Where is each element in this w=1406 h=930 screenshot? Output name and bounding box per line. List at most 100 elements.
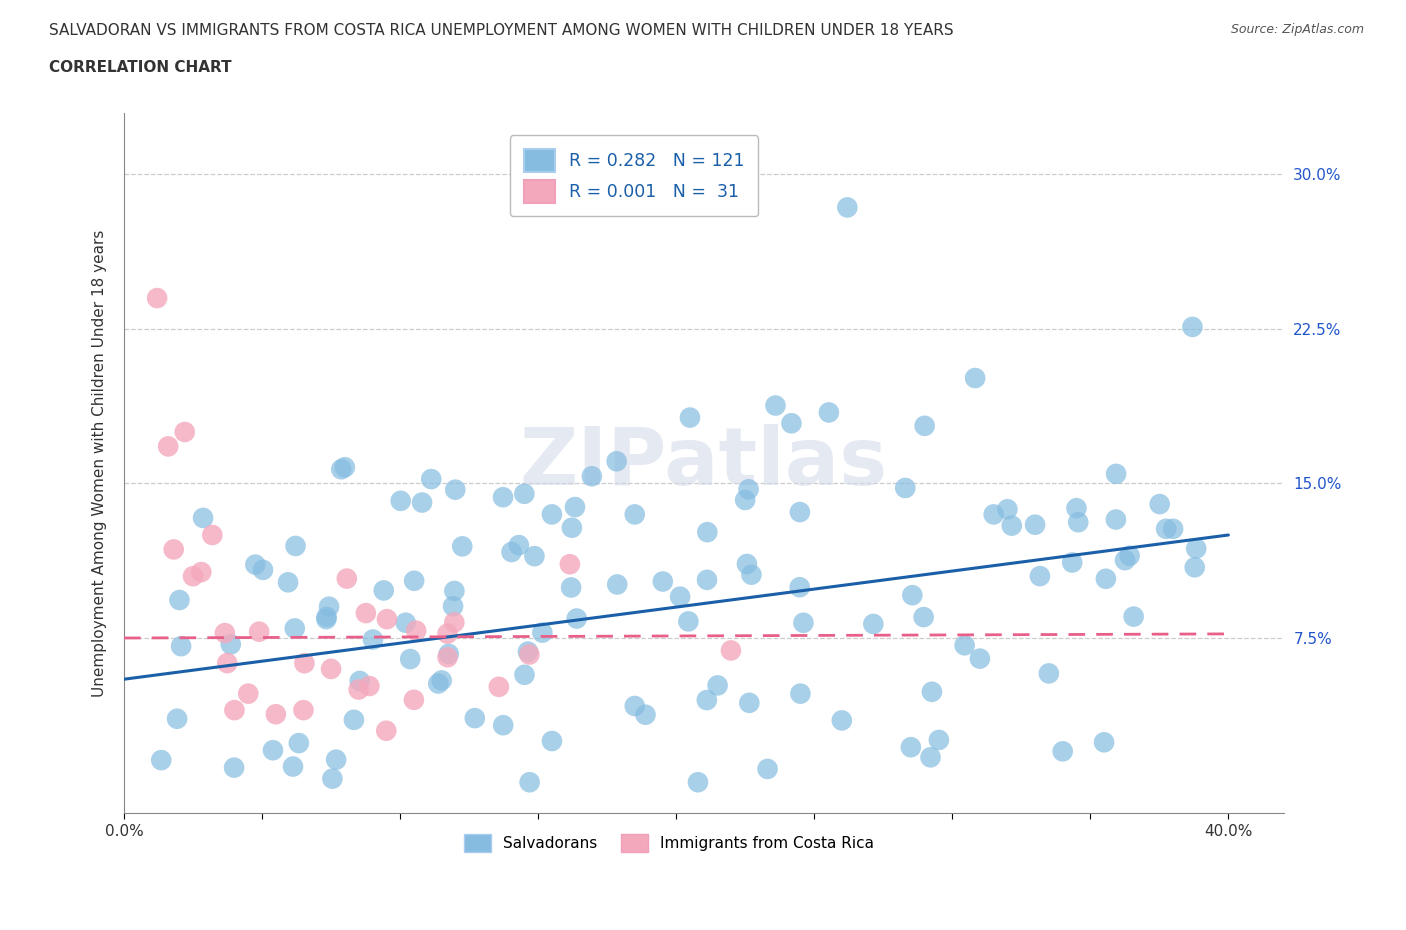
Point <box>818 405 841 420</box>
Point <box>1095 571 1118 586</box>
Point <box>217 656 239 671</box>
Point <box>464 711 486 725</box>
Point <box>347 682 370 697</box>
Point <box>181 569 204 584</box>
Point <box>336 571 359 586</box>
Point <box>523 549 546 564</box>
Point <box>558 557 581 572</box>
Point <box>734 493 756 508</box>
Point <box>201 527 224 542</box>
Point <box>389 494 412 509</box>
Point <box>436 626 458 641</box>
Point <box>443 583 465 598</box>
Point <box>1067 515 1090 530</box>
Point <box>420 472 443 486</box>
Point <box>765 398 787 413</box>
Point <box>1062 555 1084 570</box>
Point <box>430 673 453 688</box>
Point <box>343 712 366 727</box>
Point <box>737 482 759 497</box>
Point <box>531 625 554 640</box>
Point <box>214 626 236 641</box>
Text: SALVADORAN VS IMMIGRANTS FROM COSTA RICA UNEMPLOYMENT AMONG WOMEN WITH CHILDREN : SALVADORAN VS IMMIGRANTS FROM COSTA RICA… <box>49 23 953 38</box>
Point <box>349 673 371 688</box>
Point <box>284 621 307 636</box>
Point <box>541 734 564 749</box>
Point <box>395 616 418 631</box>
Point <box>678 614 700 629</box>
Point <box>1114 552 1136 567</box>
Point <box>224 703 246 718</box>
Point <box>325 752 347 767</box>
Point <box>914 418 936 433</box>
Point <box>190 565 212 579</box>
Point <box>928 733 950 748</box>
Point <box>837 200 859 215</box>
Point <box>1149 497 1171 512</box>
Point <box>735 556 758 571</box>
Point <box>436 650 458 665</box>
Point <box>315 612 337 627</box>
Point <box>284 538 307 553</box>
Point <box>354 605 377 620</box>
Point <box>319 661 342 676</box>
Point <box>789 579 811 594</box>
Point <box>780 416 803 431</box>
Point <box>756 762 779 777</box>
Point <box>696 525 718 539</box>
Point <box>921 684 943 699</box>
Point <box>740 567 762 582</box>
Point <box>789 505 811 520</box>
Point <box>492 718 515 733</box>
Point <box>513 486 536 501</box>
Point <box>561 520 583 535</box>
Point <box>686 775 709 790</box>
Point <box>634 708 657 723</box>
Point <box>399 652 422 667</box>
Point <box>1029 568 1052 583</box>
Point <box>920 750 942 764</box>
Point <box>402 692 425 707</box>
Point <box>606 577 628 591</box>
Point <box>150 752 173 767</box>
Point <box>738 696 761 711</box>
Point <box>318 599 340 614</box>
Point <box>359 679 381 694</box>
Point <box>651 574 673 589</box>
Point <box>404 573 426 588</box>
Text: Source: ZipAtlas.com: Source: ZipAtlas.com <box>1230 23 1364 36</box>
Point <box>623 507 645 522</box>
Point <box>405 623 427 638</box>
Point <box>1038 666 1060 681</box>
Point <box>173 425 195 440</box>
Point <box>163 542 186 557</box>
Point <box>541 507 564 522</box>
Y-axis label: Unemployment Among Women with Children Under 18 years: Unemployment Among Women with Children U… <box>93 229 107 697</box>
Point <box>488 680 510 695</box>
Point <box>1122 609 1144 624</box>
Point <box>292 703 315 718</box>
Point <box>252 563 274 578</box>
Point <box>1052 744 1074 759</box>
Point <box>288 736 311 751</box>
Point <box>1001 518 1024 533</box>
Point <box>565 611 588 626</box>
Point <box>294 656 316 671</box>
Point <box>516 644 538 659</box>
Point <box>146 291 169 306</box>
Point <box>1066 500 1088 515</box>
Point <box>953 638 976 653</box>
Point <box>330 462 353 477</box>
Point <box>560 580 582 595</box>
Point <box>281 759 304 774</box>
Point <box>219 637 242 652</box>
Point <box>792 616 814 631</box>
Point <box>245 557 267 572</box>
Point <box>437 646 460 661</box>
Point <box>1105 512 1128 527</box>
Point <box>170 639 193 654</box>
Point <box>696 693 718 708</box>
Point <box>581 469 603 484</box>
Point <box>443 615 465 630</box>
Point <box>789 686 811 701</box>
